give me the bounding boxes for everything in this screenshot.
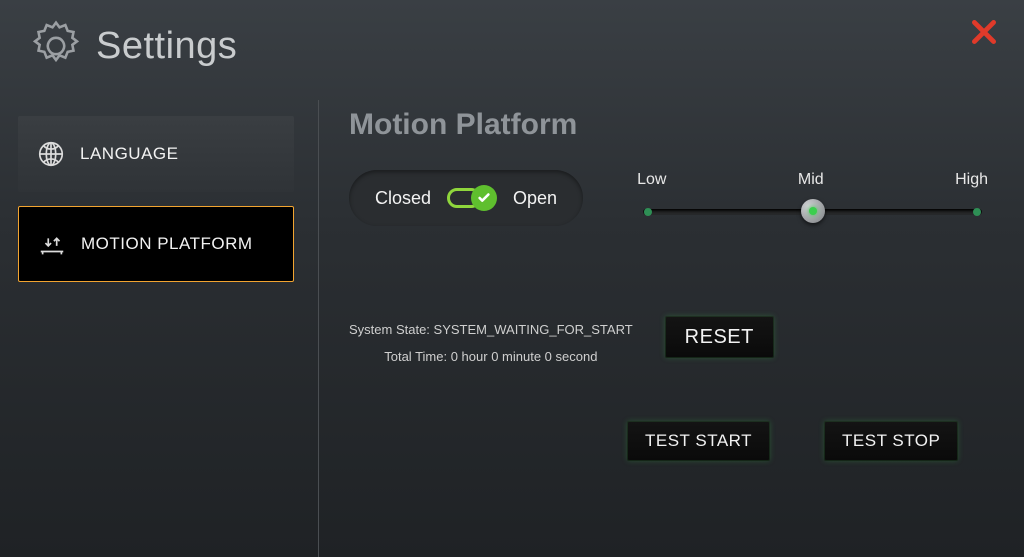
system-state-label: System State: xyxy=(349,322,430,337)
sidebar-item-language[interactable]: LANGUAGE xyxy=(18,116,294,192)
toggle-switch[interactable] xyxy=(447,185,497,211)
main-panel: Motion Platform Closed Open Low Mid Hig xyxy=(327,100,1024,557)
platform-icon xyxy=(37,229,67,259)
status-text: System State: SYSTEM_WAITING_FOR_START T… xyxy=(349,316,633,371)
intensity-slider[interactable] xyxy=(637,199,988,225)
intensity-slider-block: Low Mid High xyxy=(637,171,994,225)
toggle-closed-label: Closed xyxy=(375,188,431,209)
globe-icon xyxy=(36,139,66,169)
open-closed-toggle: Closed Open xyxy=(349,170,583,226)
slider-label-low: Low xyxy=(637,171,666,189)
sidebar-item-label: MOTION PLATFORM xyxy=(81,234,253,254)
section-title: Motion Platform xyxy=(349,108,994,142)
sidebar-item-label: LANGUAGE xyxy=(80,144,178,164)
slider-handle[interactable] xyxy=(801,199,825,223)
total-time-value: 0 hour 0 minute 0 second xyxy=(451,349,598,364)
slider-label-mid: Mid xyxy=(798,171,824,189)
system-state-value: SYSTEM_WAITING_FOR_START xyxy=(434,322,633,337)
toggle-knob xyxy=(471,185,497,211)
sidebar-item-motion-platform[interactable]: MOTION PLATFORM xyxy=(18,206,294,282)
page-title: Settings xyxy=(96,25,237,68)
reset-button[interactable]: RESET xyxy=(665,316,774,358)
check-icon xyxy=(477,191,491,205)
total-time-label: Total Time: xyxy=(384,349,447,364)
test-start-button[interactable]: TEST START xyxy=(627,421,770,461)
sidebar: LANGUAGE MOTION PLATFORM xyxy=(0,100,310,557)
slider-label-high: High xyxy=(955,171,988,189)
slider-tick-high xyxy=(973,208,981,216)
slider-tick-low xyxy=(644,208,652,216)
close-button[interactable] xyxy=(966,14,1002,50)
toggle-open-label: Open xyxy=(513,188,557,209)
close-icon xyxy=(968,16,1000,48)
vertical-divider xyxy=(318,100,319,557)
test-stop-button[interactable]: TEST STOP xyxy=(824,421,958,461)
gear-icon xyxy=(28,18,84,74)
